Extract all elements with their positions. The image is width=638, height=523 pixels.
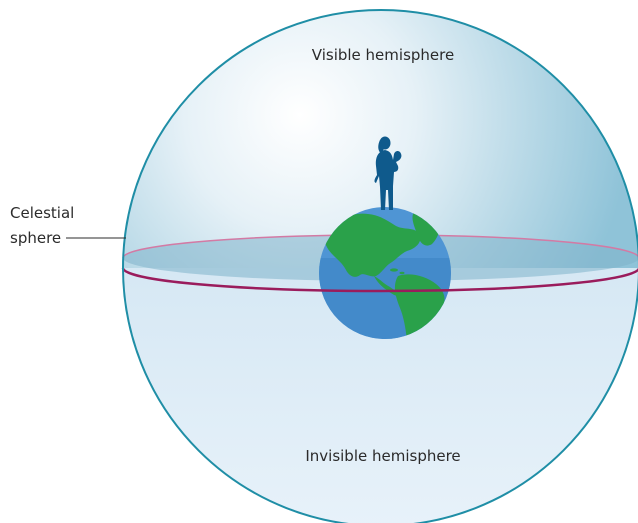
person-silhouette-icon (374, 136, 402, 210)
invisible-hemisphere-label: Invisible hemisphere (305, 447, 460, 465)
visible-hemisphere-label: Visible hemisphere (312, 46, 454, 64)
celestial-sphere-label-line1: Celestial (10, 204, 74, 222)
horizon-front-rim (121, 267, 638, 293)
celestial-sphere-outline (122, 9, 638, 523)
celestial-sphere-label-line2: sphere (10, 229, 61, 247)
